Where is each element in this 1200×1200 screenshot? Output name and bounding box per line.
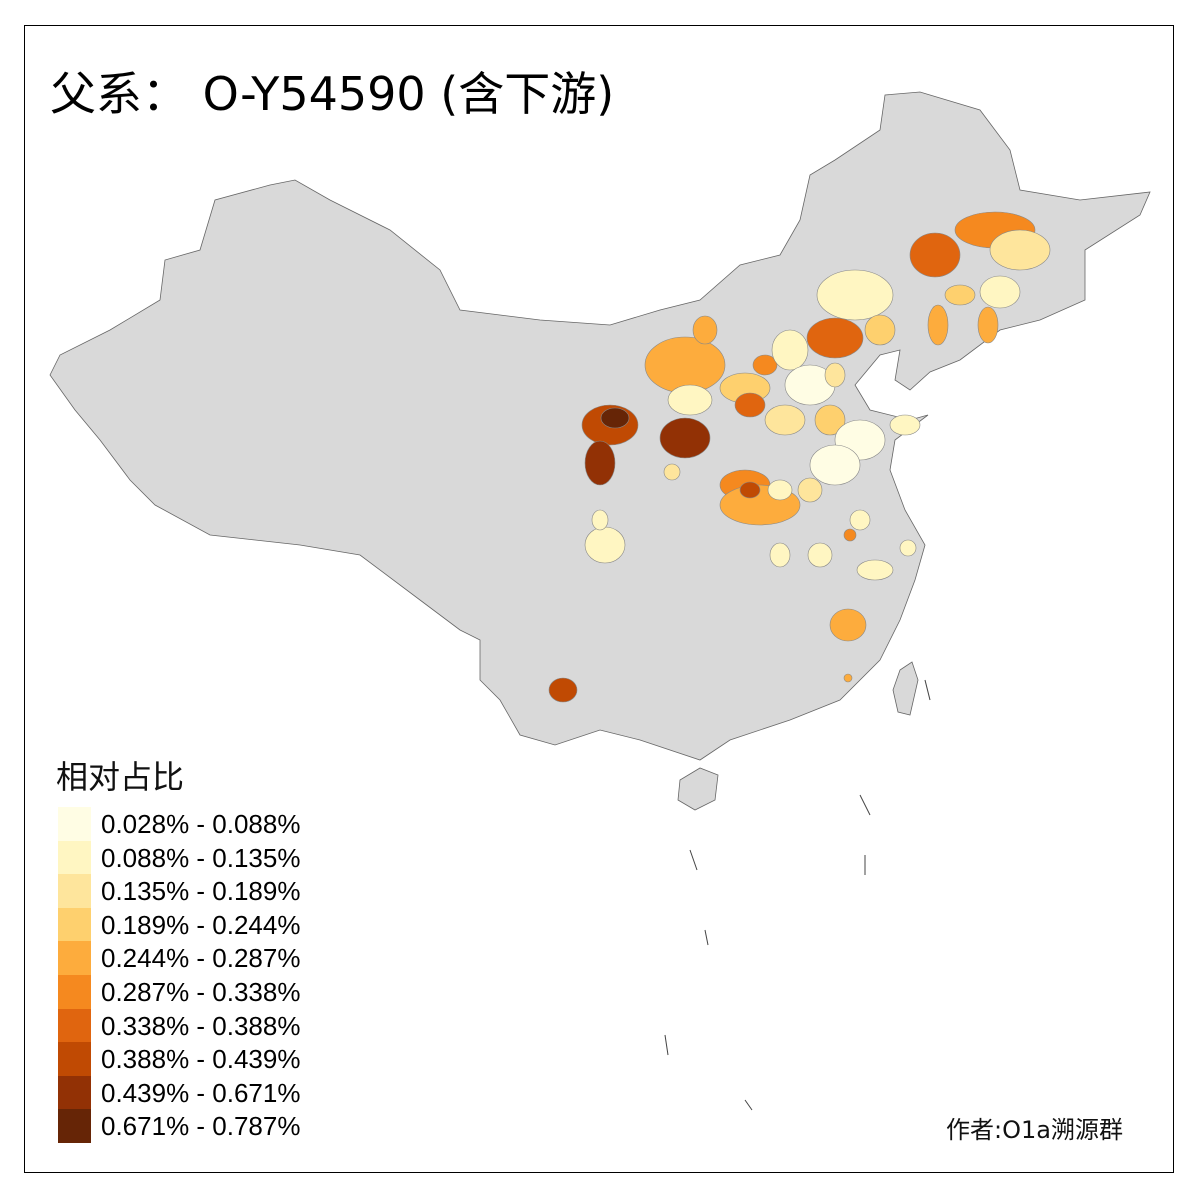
legend-label: 0.244% - 0.287% bbox=[101, 943, 301, 974]
region-fill bbox=[816, 269, 894, 321]
region-fill bbox=[849, 509, 871, 531]
region-fill bbox=[659, 417, 711, 459]
region-fill bbox=[734, 392, 766, 418]
legend-title: 相对占比 bbox=[56, 758, 185, 796]
region-fill bbox=[829, 608, 867, 642]
legend-swatch bbox=[58, 807, 91, 841]
region-fill bbox=[824, 362, 846, 388]
region-fill bbox=[856, 559, 894, 581]
region-fill bbox=[843, 673, 853, 683]
map-frame bbox=[24, 25, 1174, 1173]
legend-label: 0.287% - 0.338% bbox=[101, 977, 301, 1007]
region-fill bbox=[764, 404, 806, 436]
legend-label: 0.338% - 0.388% bbox=[101, 1010, 301, 1041]
region-fill bbox=[889, 414, 921, 436]
region-fill bbox=[663, 463, 681, 481]
legend-swatch bbox=[58, 1008, 91, 1043]
legend-item: 0.028% - 0.088% bbox=[58, 807, 358, 841]
region-fill bbox=[989, 229, 1051, 271]
author-credit: 作者:O1a溯源群 bbox=[946, 1116, 1123, 1144]
hainan-island bbox=[677, 767, 719, 811]
region-fill bbox=[739, 481, 761, 499]
legend-item: 0.287% - 0.338% bbox=[58, 975, 358, 1009]
boundary-dash bbox=[924, 679, 931, 701]
legend-label: 0.135% - 0.189% bbox=[101, 876, 301, 907]
region-fill bbox=[814, 404, 846, 436]
legend-swatch bbox=[58, 840, 91, 875]
legend-label: 0.388% - 0.439% bbox=[101, 1044, 301, 1075]
legend-item: 0.244% - 0.287% bbox=[58, 941, 358, 976]
legend-label: 0.088% - 0.135% bbox=[101, 842, 301, 873]
region-fill bbox=[806, 317, 864, 359]
legend-swatch bbox=[58, 975, 91, 1009]
region-fill bbox=[584, 526, 626, 564]
legend-swatch bbox=[58, 874, 91, 909]
region-fill bbox=[927, 304, 949, 346]
legend-swatch bbox=[58, 1109, 91, 1144]
region-fill bbox=[909, 232, 961, 278]
legend-swatch bbox=[58, 907, 91, 942]
region-fill bbox=[944, 284, 976, 306]
region-fill bbox=[644, 336, 726, 394]
legend-item: 0.388% - 0.439% bbox=[58, 1042, 358, 1077]
legend-label: 0.189% - 0.244% bbox=[101, 909, 301, 940]
region-fill bbox=[771, 329, 809, 371]
boundary-dash bbox=[744, 1099, 753, 1111]
legend-item: 0.338% - 0.388% bbox=[58, 1008, 358, 1043]
map-title: 父系： O-Y54590 (含下游) bbox=[50, 67, 615, 121]
region-fill bbox=[864, 314, 896, 346]
region-fill bbox=[797, 477, 823, 503]
region-fill bbox=[979, 275, 1021, 309]
boundary-dash bbox=[859, 794, 871, 816]
legend-item: 0.439% - 0.671% bbox=[58, 1075, 358, 1110]
legend-item: 0.189% - 0.244% bbox=[58, 907, 358, 942]
taiwan-island bbox=[892, 661, 919, 716]
region-fill bbox=[899, 539, 917, 557]
region-fill bbox=[807, 542, 833, 568]
legend-swatch bbox=[58, 941, 91, 976]
region-fill bbox=[584, 440, 616, 486]
legend-item: 0.135% - 0.189% bbox=[58, 874, 358, 909]
region-fill bbox=[809, 444, 861, 486]
region-fill bbox=[752, 354, 778, 376]
legend-label: 0.439% - 0.671% bbox=[101, 1077, 301, 1108]
legend-item: 0.088% - 0.135% bbox=[58, 840, 358, 875]
region-fill bbox=[692, 315, 718, 345]
legend-label: 0.671% - 0.787% bbox=[101, 1111, 301, 1142]
region-fill bbox=[843, 528, 857, 542]
legend-label: 0.028% - 0.088% bbox=[101, 809, 301, 839]
legend-swatch bbox=[58, 1042, 91, 1077]
boundary-dash bbox=[704, 929, 709, 946]
region-fill bbox=[591, 509, 609, 531]
region-fill bbox=[548, 677, 578, 703]
region-fill bbox=[977, 306, 999, 344]
legend-item: 0.671% - 0.787% bbox=[58, 1109, 358, 1144]
boundary-dash bbox=[664, 1034, 669, 1056]
region-fill bbox=[769, 542, 791, 568]
legend-swatch bbox=[58, 1075, 91, 1110]
region-fill bbox=[600, 407, 630, 429]
region-fill bbox=[767, 479, 793, 501]
boundary-dash bbox=[689, 849, 698, 871]
region-fill bbox=[667, 384, 713, 416]
